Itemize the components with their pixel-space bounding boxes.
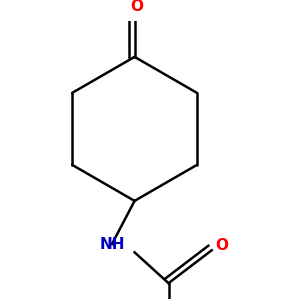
Text: O: O — [215, 238, 229, 253]
Text: O: O — [130, 0, 143, 14]
Text: NH: NH — [99, 237, 125, 252]
